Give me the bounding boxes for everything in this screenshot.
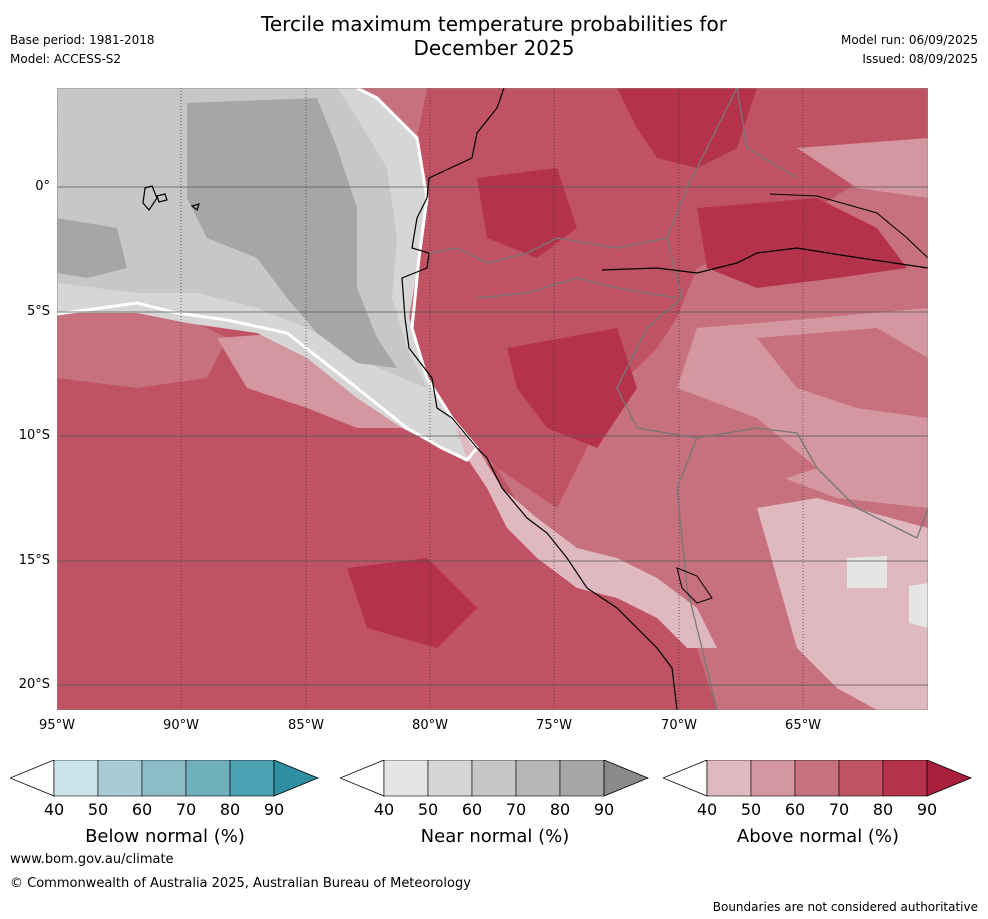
near-normal-contour: [57, 88, 479, 462]
lon-label-65w: 65°W: [785, 718, 821, 733]
below-normal-colorbar: 40 50 60 70 80 90 Below normal (%): [8, 759, 320, 850]
above-normal-high-extend: [926, 759, 973, 797]
field-near-40-patch: [847, 556, 887, 588]
near-normal-tick-70: 70: [505, 800, 527, 819]
issued-date: Issued: 08/09/2025: [862, 52, 978, 66]
field-above-80-north: [617, 88, 757, 168]
above-normal-label: Above normal (%): [736, 826, 900, 847]
above-normal-segment-0: [706, 759, 752, 797]
below-normal-colorbar-svg: [8, 759, 320, 797]
model-name: Model: ACCESS-S2: [10, 52, 122, 66]
base-period: Base period: 1981-2018: [10, 33, 155, 47]
map-title: Tercile maximum temperature probabilitie…: [194, 12, 794, 60]
lake-titicaca: [676, 567, 713, 604]
field-above-60-bolivia: [677, 388, 817, 488]
above-normal-colorbar: 40 50 60 70 80 90 Above normal (%): [661, 759, 973, 850]
above-normal-tick-40: 40: [696, 800, 718, 819]
above-normal-tick-80: 80: [872, 800, 894, 819]
below-normal-label: Below normal (%): [85, 826, 245, 847]
near-normal-colorbar-svg: [338, 759, 650, 797]
near-normal-high-extend: [603, 759, 650, 797]
below-normal-tick-60: 60: [131, 800, 153, 819]
above-normal-tick-70: 70: [828, 800, 850, 819]
probability-map: [56, 87, 929, 711]
above-normal-segment-3: [838, 759, 884, 797]
model-run: Model run: 06/09/2025: [840, 33, 978, 47]
below-normal-tick-40: 40: [43, 800, 65, 819]
above-normal-segment-4: [882, 759, 928, 797]
below-normal-tick-70: 70: [175, 800, 197, 819]
lat-label-20s: 20°S: [18, 677, 50, 692]
lon-label-75w: 75°W: [536, 718, 572, 733]
lon-label-95w: 95°W: [39, 718, 75, 733]
near-normal-segment-4: [559, 759, 605, 797]
above-normal-segment-1: [750, 759, 796, 797]
boundaries-disclaimer: Boundaries are not considered authoritat…: [712, 900, 978, 914]
field-above-50-ne: [797, 138, 928, 198]
lat-label-10s: 10°S: [18, 428, 50, 443]
below-normal-tick-80: 80: [219, 800, 241, 819]
field-above-70-ocean: [57, 303, 717, 710]
near-normal-low-extend: [338, 759, 385, 797]
above-normal-tick-50: 50: [740, 800, 762, 819]
field-above-40-coast: [452, 418, 717, 648]
field-above-80-peru: [507, 328, 637, 448]
field-above-60-east: [757, 328, 928, 418]
below-normal-low-extend: [8, 759, 55, 797]
website-link[interactable]: www.bom.gov.au/climate: [10, 852, 174, 867]
near-normal-segment-3: [515, 759, 561, 797]
field-above-50-coast: [217, 333, 407, 428]
copyright-text: © Commonwealth of Australia 2025, Austra…: [10, 876, 471, 891]
near-normal-label: Near normal (%): [420, 826, 570, 847]
lon-label-70w: 70°W: [661, 718, 697, 733]
near-normal-tick-80: 80: [549, 800, 571, 819]
above-normal-tick-90: 90: [916, 800, 938, 819]
title-line-1: Tercile maximum temperature probabilitie…: [261, 12, 727, 36]
field-above-80-amazon: [697, 198, 907, 288]
lat-label-5s: 5°S: [26, 304, 50, 319]
above-normal-segment-2: [794, 759, 840, 797]
near-normal-tick-40: 40: [373, 800, 395, 819]
near-normal-tick-50: 50: [417, 800, 439, 819]
lon-label-90w: 90°W: [163, 718, 199, 733]
below-normal-segment-2: [141, 759, 187, 797]
field-above-60-west: [57, 306, 227, 388]
country-borders: [428, 88, 928, 710]
lat-label-0: 0°: [35, 179, 50, 194]
below-normal-segment-1: [97, 759, 143, 797]
below-normal-segment-3: [185, 759, 231, 797]
below-normal-segment-4: [229, 759, 275, 797]
amazon-river: [601, 247, 928, 274]
lon-label-80w: 80°W: [412, 718, 448, 733]
coastline: [401, 88, 678, 710]
field-above-80-south: [347, 558, 477, 648]
map-gridlines: [57, 186, 928, 686]
near-normal-segment-1: [427, 759, 473, 797]
near-normal-tick-60: 60: [461, 800, 483, 819]
below-normal-tick-50: 50: [87, 800, 109, 819]
below-normal-high-extend: [273, 759, 320, 797]
above-normal-colorbar-svg: [661, 759, 973, 797]
field-above-40-east: [757, 498, 928, 710]
below-normal-tick-90: 90: [263, 800, 285, 819]
river-north: [769, 193, 928, 259]
map-svg: [56, 87, 929, 711]
field-near-80-west: [57, 218, 127, 278]
above-normal-low-extend: [661, 759, 708, 797]
below-normal-segment-0: [53, 759, 99, 797]
lon-label-85w: 85°W: [288, 718, 324, 733]
above-normal-tick-60: 60: [784, 800, 806, 819]
title-line-2: December 2025: [413, 36, 575, 60]
galapagos-islands: [142, 185, 200, 212]
near-normal-segment-2: [471, 759, 517, 797]
near-normal-tick-90: 90: [593, 800, 615, 819]
lat-label-15s: 15°S: [18, 553, 50, 568]
field-near-40-patch-2: [909, 583, 928, 628]
near-normal-colorbar: 40 50 60 70 80 90 Near normal (%): [338, 759, 650, 850]
field-near-60-nw: [57, 88, 177, 148]
field-above-80-colombia: [477, 168, 577, 258]
near-normal-segment-0: [383, 759, 429, 797]
field-near-80: [187, 98, 397, 368]
field-above-70-sw: [57, 638, 257, 710]
